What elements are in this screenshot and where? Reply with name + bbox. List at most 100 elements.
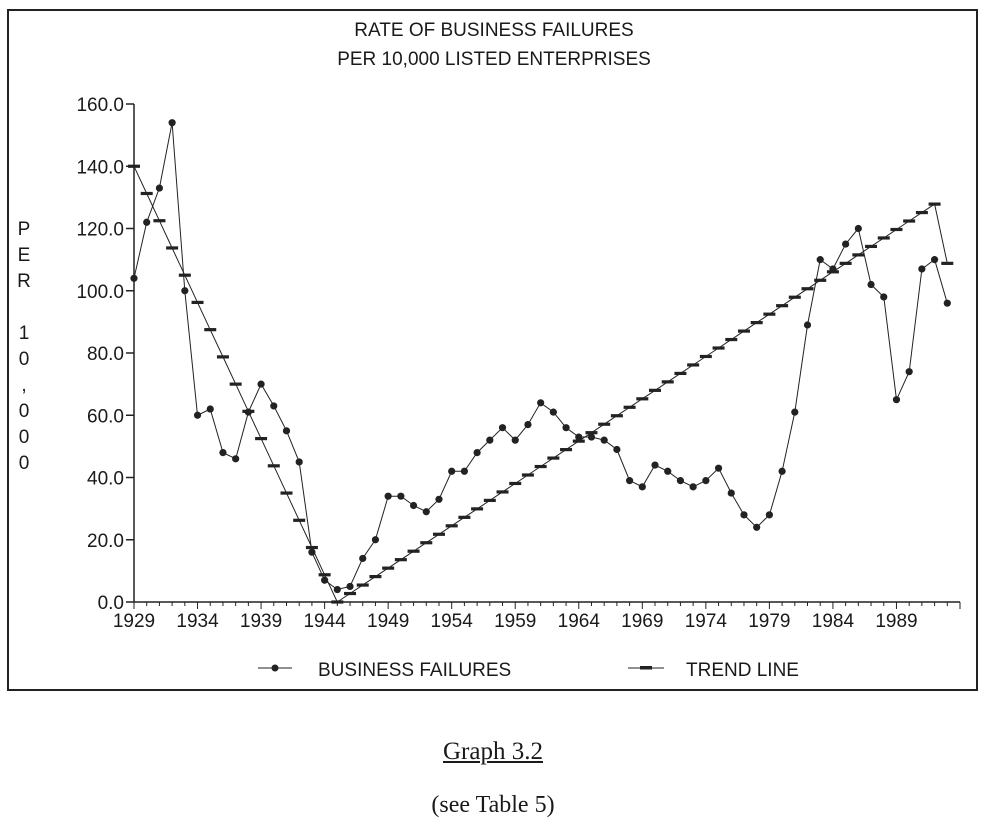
data-point-trend-line bbox=[649, 388, 662, 392]
data-point-trend-line bbox=[216, 355, 229, 359]
data-point-business-failures bbox=[740, 511, 748, 519]
data-point-trend-line bbox=[166, 246, 179, 250]
data-point-trend-line bbox=[750, 321, 763, 325]
data-point-business-failures bbox=[371, 536, 380, 544]
x-tick-label: 1944 bbox=[303, 611, 346, 632]
data-point-business-failures bbox=[714, 464, 723, 472]
data-point-business-failures bbox=[892, 396, 901, 404]
y-axis-label-char: 0 bbox=[19, 349, 30, 370]
data-point-trend-line bbox=[903, 219, 916, 223]
data-point-trend-line bbox=[204, 328, 217, 332]
legend-marker-business-failures bbox=[271, 664, 279, 672]
x-tick-label: 1959 bbox=[494, 611, 536, 632]
data-point-trend-line bbox=[471, 507, 484, 511]
data-point-trend-line bbox=[280, 491, 293, 495]
data-point-trend-line bbox=[661, 380, 674, 384]
y-tick-label: 40.0 bbox=[87, 469, 124, 490]
data-point-business-failures bbox=[537, 399, 545, 407]
data-point-business-failures bbox=[753, 523, 761, 531]
data-point-trend-line bbox=[178, 273, 191, 277]
data-point-trend-line bbox=[623, 405, 636, 409]
data-point-business-failures bbox=[880, 293, 888, 301]
data-point-trend-line bbox=[153, 219, 166, 223]
x-tick-label: 1979 bbox=[748, 611, 790, 632]
data-point-business-failures bbox=[295, 458, 303, 466]
y-axis-label-char: 1 bbox=[19, 323, 30, 344]
data-point-business-failures bbox=[689, 483, 697, 491]
data-point-business-failures bbox=[549, 408, 557, 416]
data-point-trend-line bbox=[534, 464, 547, 469]
data-point-business-failures bbox=[206, 405, 214, 413]
y-axis-label-char: , bbox=[21, 375, 26, 396]
y-axis-label-char: P bbox=[18, 219, 31, 240]
data-point-trend-line bbox=[356, 583, 369, 587]
data-point-business-failures bbox=[816, 256, 824, 264]
figure-caption-note: (see Table 5) bbox=[431, 792, 555, 818]
data-point-business-failures bbox=[130, 274, 138, 282]
data-point-trend-line bbox=[687, 363, 700, 367]
data-point-business-failures bbox=[181, 287, 189, 295]
legend-item-trend-line: TREND LINE bbox=[628, 660, 799, 681]
series-line-1 bbox=[133, 166, 948, 603]
data-point-trend-line bbox=[140, 191, 153, 196]
data-point-business-failures bbox=[803, 321, 812, 329]
data-point-trend-line bbox=[890, 227, 903, 232]
data-point-business-failures bbox=[448, 467, 456, 475]
x-tick-label: 1939 bbox=[240, 611, 282, 632]
data-point-trend-line bbox=[521, 473, 534, 477]
y-tick-label: 0.0 bbox=[98, 593, 124, 614]
data-point-trend-line bbox=[242, 409, 255, 413]
data-point-business-failures bbox=[575, 433, 583, 441]
data-point-business-failures bbox=[155, 184, 164, 192]
data-point-business-failures bbox=[473, 449, 481, 457]
data-point-trend-line bbox=[509, 481, 522, 486]
data-point-business-failures bbox=[867, 280, 875, 289]
y-tick-label: 20.0 bbox=[87, 531, 124, 552]
data-point-business-failures bbox=[651, 461, 659, 469]
data-point-trend-line bbox=[852, 253, 865, 257]
data-point-trend-line bbox=[610, 414, 623, 418]
data-point-business-failures bbox=[638, 483, 646, 491]
data-point-business-failures bbox=[918, 265, 926, 273]
data-point-business-failures bbox=[943, 299, 951, 307]
x-axis-ticks: 1929 1934 1939 1944 1949 1954 1959 1964 1969 1974… bbox=[113, 602, 961, 632]
data-point-business-failures bbox=[702, 477, 710, 485]
data-point-trend-line bbox=[915, 210, 928, 215]
data-point-trend-line bbox=[712, 346, 725, 350]
data-point-trend-line bbox=[699, 354, 712, 359]
figure-caption-title: Graph 3.2 bbox=[443, 738, 543, 765]
data-point-business-failures bbox=[143, 218, 151, 226]
x-tick-label: 1974 bbox=[685, 611, 728, 632]
data-point-business-failures bbox=[511, 436, 519, 444]
chart-title-line-2: PER 10,000 LISTED ENTERPRISES bbox=[337, 49, 651, 70]
data-point-business-failures bbox=[626, 477, 634, 485]
data-point-business-failures bbox=[562, 424, 570, 432]
data-point-business-failures bbox=[346, 582, 354, 591]
data-point-trend-line bbox=[877, 236, 890, 240]
data-point-trend-line bbox=[305, 545, 318, 550]
series-layer bbox=[128, 119, 954, 604]
data-point-business-failures bbox=[219, 449, 227, 457]
data-point-trend-line bbox=[255, 436, 268, 441]
y-axis-label-char: 0 bbox=[19, 427, 30, 448]
data-point-trend-line bbox=[636, 397, 649, 401]
y-axis-label-char: 0 bbox=[19, 401, 30, 422]
y-tick-label: 80.0 bbox=[87, 344, 124, 365]
x-tick-label: 1929 bbox=[113, 611, 155, 632]
x-tick-label: 1969 bbox=[621, 611, 663, 632]
legend-label-business-failures: BUSINESS FAILURES bbox=[318, 660, 511, 681]
data-point-trend-line bbox=[826, 270, 839, 274]
data-point-business-failures bbox=[270, 402, 278, 410]
y-tick-label: 120.0 bbox=[76, 220, 124, 241]
data-point-trend-line bbox=[420, 541, 433, 545]
data-point-business-failures bbox=[460, 467, 468, 475]
data-point-trend-line bbox=[801, 287, 814, 291]
data-point-trend-line bbox=[572, 439, 585, 443]
data-point-business-failures bbox=[486, 436, 494, 444]
data-point-trend-line bbox=[776, 304, 789, 308]
data-point-business-failures bbox=[232, 455, 240, 463]
data-point-business-failures bbox=[676, 477, 685, 485]
y-axis-label-char: 0 bbox=[19, 453, 30, 474]
data-point-trend-line bbox=[928, 202, 941, 206]
data-point-business-failures bbox=[727, 489, 735, 497]
